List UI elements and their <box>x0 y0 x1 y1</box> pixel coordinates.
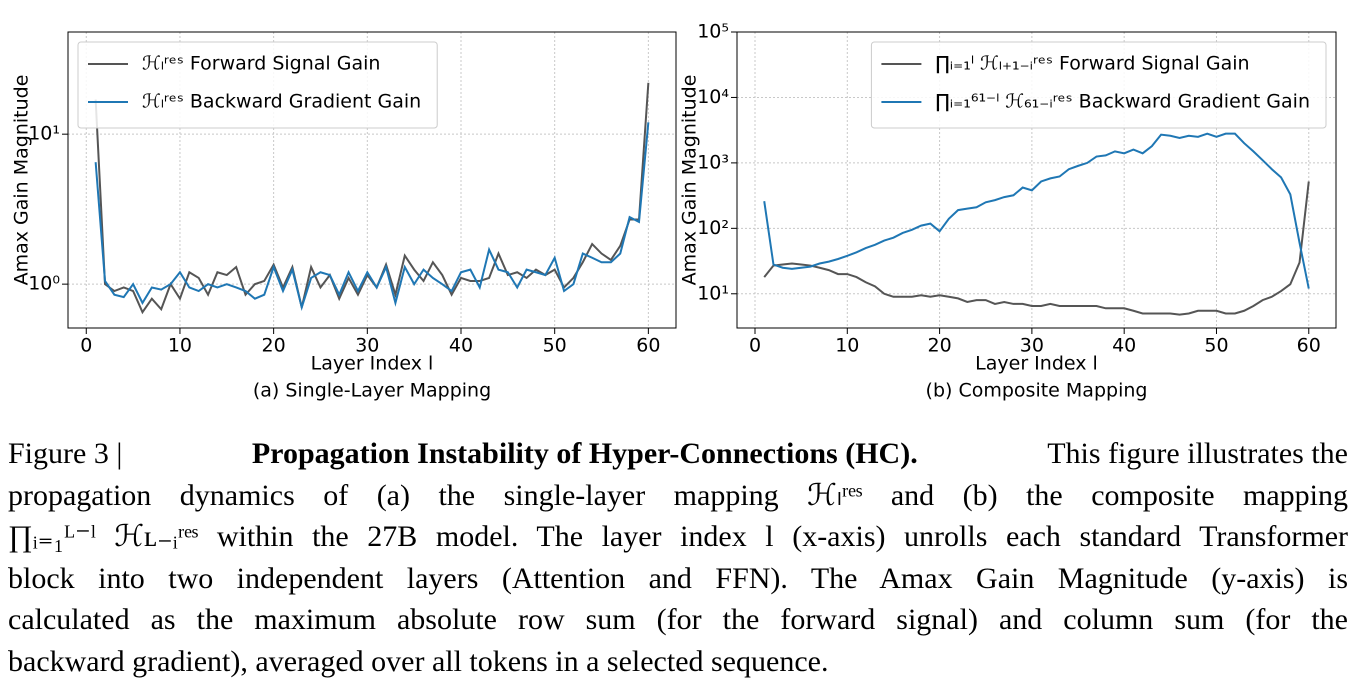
caption-line: backward gradient), averaged over all to… <box>8 644 829 678</box>
y-axis-label: Amax Gain Magnitude <box>679 75 701 286</box>
x-axis-label: Layer Index l <box>311 353 434 375</box>
x-tick-label: 60 <box>636 335 660 357</box>
caption-text: This figure illustrates the <box>1047 437 1348 470</box>
x-tick-label: 30 <box>355 335 379 357</box>
x-tick-label: 40 <box>1112 335 1136 357</box>
y-tick-label: 10¹ <box>28 123 60 145</box>
series-line <box>763 132 1310 289</box>
x-axis-label: Layer Index l <box>975 353 1098 375</box>
caption-line: block into two independent layers (Atten… <box>8 561 1348 595</box>
y-tick-label: 10² <box>697 217 729 239</box>
caption-line: calculated as the maximum absolute row s… <box>8 603 1348 636</box>
caption-title: Propagation Instability of Hyper-Connect… <box>251 437 918 470</box>
series-line <box>94 122 650 312</box>
legend-label: ℋₗʳᵉˢ Backward Gradient Gain <box>142 91 421 113</box>
subcaption: (a) Single-Layer Mapping <box>253 380 491 402</box>
y-tick-label: 10⁵ <box>697 21 729 43</box>
x-tick-label: 0 <box>80 335 92 357</box>
caption-line: ∏ᵢ₌₁ᴸ⁻ˡ ℋʟ₋ᵢʳᵉˢ within the 27B model. Th… <box>8 520 1348 553</box>
legend-label: ∏ᵢ₌₁⁶¹⁻ˡ ℋ₆₁₋ᵢʳᵉˢ Backward Gradient Gain <box>935 91 1310 113</box>
x-tick-label: 20 <box>262 335 286 357</box>
legend-label: ∏ᵢ₌₁ˡ ℋₗ₊₁₋ᵢʳᵉˢ Forward Signal Gain <box>935 53 1249 75</box>
y-axis-label: Amax Gain Magnitude <box>11 75 33 286</box>
x-tick-label: 50 <box>1204 335 1228 357</box>
legend-label: ℋₗʳᵉˢ Forward Signal Gain <box>142 53 380 75</box>
plot-frame <box>736 31 1337 329</box>
y-tick-label: 10⁰ <box>28 273 60 295</box>
plot-frame <box>67 31 677 329</box>
caption-line: Figure 3 | Propagation Instability of Hyp… <box>8 433 1348 475</box>
series-line <box>763 181 1310 316</box>
x-tick-label: 30 <box>1020 335 1044 357</box>
legend-frame <box>870 41 1327 129</box>
x-tick-label: 40 <box>449 335 473 357</box>
y-tick-label: 10⁴ <box>697 86 729 108</box>
x-tick-label: 60 <box>1297 335 1321 357</box>
x-tick-label: 20 <box>927 335 951 357</box>
y-tick-label: 10¹ <box>697 282 729 304</box>
x-tick-label: 0 <box>749 335 761 357</box>
caption-line: propagation dynamics of (a) the single-l… <box>8 478 1348 512</box>
legend-frame <box>77 41 438 129</box>
x-tick-label: 10 <box>835 335 859 357</box>
y-tick-label: 10³ <box>697 151 729 173</box>
caption-label: Figure 3 | <box>8 437 123 470</box>
legend: ∏ᵢ₌₁ˡ ℋₗ₊₁₋ᵢʳᵉˢ Forward Signal Gain ∏ᵢ₌₁⁶… <box>870 41 1327 129</box>
x-tick-label: 50 <box>543 335 567 357</box>
caption: Figure 3 | Propagation Instability of Hyp… <box>8 433 1348 682</box>
x-tick-label: 10 <box>168 335 192 357</box>
subcaption: (b) Composite Mapping <box>926 380 1148 402</box>
legend: ℋₗʳᵉˢ Forward Signal Gain ℋₗʳᵉˢ Backward … <box>77 41 438 129</box>
